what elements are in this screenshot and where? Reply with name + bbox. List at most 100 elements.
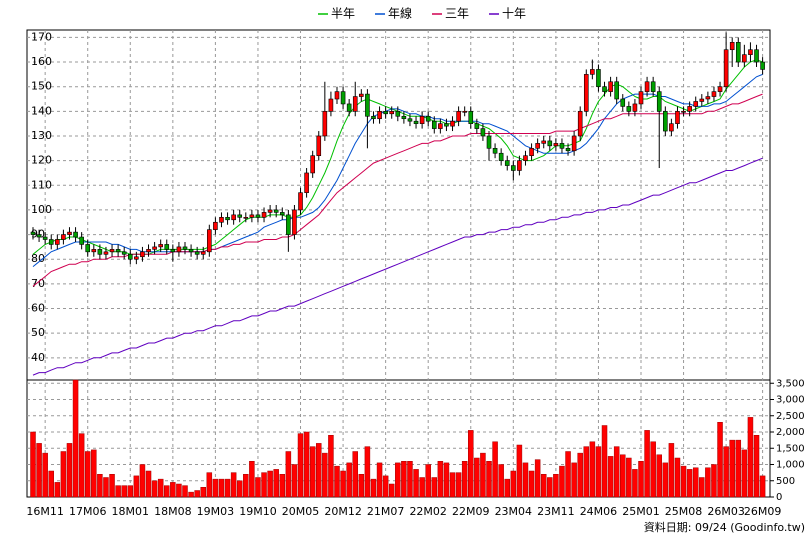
candle-body (602, 86, 607, 92)
volume-bar (674, 457, 681, 498)
candle-body (377, 111, 382, 120)
x-tick-label: 20M12 (324, 505, 362, 518)
y-tick-label: 130 (31, 129, 52, 142)
volume-bar (468, 430, 474, 498)
candle-body (553, 143, 559, 147)
volume-bar (650, 441, 656, 498)
candle-body (279, 212, 285, 216)
volume-bar (607, 456, 614, 498)
candle-body (492, 148, 498, 154)
y-tick-label: 160 (31, 55, 52, 68)
candle-body (231, 214, 236, 221)
volume-bar (753, 435, 760, 498)
candle-body (267, 209, 273, 213)
volume-bar (370, 478, 377, 498)
volume-bar (115, 485, 121, 498)
candle-body (711, 91, 717, 97)
volume-bar (735, 439, 742, 498)
candle-body (55, 239, 60, 245)
volume-bar (644, 430, 650, 498)
volume-bar (480, 452, 486, 498)
volume-bar (66, 443, 73, 498)
candle-body (462, 111, 467, 113)
candle-body (346, 103, 352, 112)
ma-line (32, 93, 763, 287)
volume-bar (291, 464, 298, 498)
volume-bar (127, 485, 134, 498)
candle-body (675, 111, 680, 124)
candle-body (97, 249, 103, 255)
candle-body (413, 120, 419, 124)
candle-body (48, 239, 54, 245)
volume-bar (705, 467, 711, 498)
x-tick-label: 21M07 (367, 505, 405, 518)
candle-body (419, 115, 425, 124)
volume-bar (498, 464, 504, 498)
volume-bar (571, 462, 577, 498)
candle-body (237, 214, 243, 218)
volume-bar (139, 464, 146, 498)
candle-body (121, 251, 127, 255)
candle-body (213, 221, 218, 230)
volume-bar (516, 444, 523, 498)
y-tick-label: 80 (31, 252, 45, 265)
volume-bar (328, 435, 334, 498)
candle-body (547, 140, 553, 147)
volume-bar (145, 470, 152, 498)
x-tick-label: 26M03 (707, 505, 745, 518)
volume-bar (662, 462, 669, 498)
candle-body (717, 86, 723, 92)
volume-bar (309, 446, 316, 498)
candle-body (693, 101, 699, 107)
candle-body (127, 253, 133, 260)
candle-body (754, 49, 759, 63)
volume-bar (431, 477, 438, 498)
volume-bar (157, 478, 164, 498)
volume-bar (553, 474, 559, 498)
volume-bar (522, 462, 529, 498)
ma-line (32, 157, 763, 376)
volume-bar (42, 452, 48, 498)
volume-tick-label: 1,500 (776, 443, 805, 454)
candle-body (73, 231, 78, 238)
x-tick-label: 18M08 (154, 505, 192, 518)
volume-bar (559, 465, 565, 498)
volume-bar (413, 469, 419, 498)
candle-body (188, 249, 194, 253)
volume-bar (279, 474, 286, 498)
volume-bar (407, 461, 413, 498)
candle-body (431, 120, 437, 129)
candle-body (140, 251, 145, 258)
volume-bar (504, 478, 510, 498)
volume-bar (84, 451, 91, 498)
candle-body (30, 231, 36, 235)
candle-body (261, 212, 267, 218)
candle-body (559, 143, 565, 149)
candle-body (164, 244, 170, 250)
candle-body (286, 214, 291, 235)
volume-bar (212, 478, 219, 498)
volume-bar (48, 470, 54, 498)
volume-bar (437, 461, 444, 498)
volume-bar (340, 470, 346, 498)
candle-body (103, 251, 109, 255)
candle-body (389, 111, 395, 115)
volume-bar (656, 454, 662, 498)
volume-bar (261, 472, 267, 498)
candle-body (395, 111, 401, 117)
candle-body (723, 49, 729, 87)
candle-body (511, 165, 516, 171)
candle-body (36, 234, 42, 238)
candle-body (742, 54, 747, 63)
candle-body (61, 234, 66, 240)
x-tick-label: 18M01 (112, 505, 150, 518)
x-tick-label: 19M03 (197, 505, 235, 518)
legend-label: 三年 (445, 7, 469, 21)
footer: 資料日期: 09/24 (Goodinfo.tw) (644, 520, 805, 534)
volume-bar (188, 491, 194, 498)
candle-body (328, 98, 334, 112)
candle-body (134, 256, 139, 260)
candle-body (456, 111, 461, 122)
candle-body (298, 192, 303, 211)
candle-body (444, 123, 449, 127)
